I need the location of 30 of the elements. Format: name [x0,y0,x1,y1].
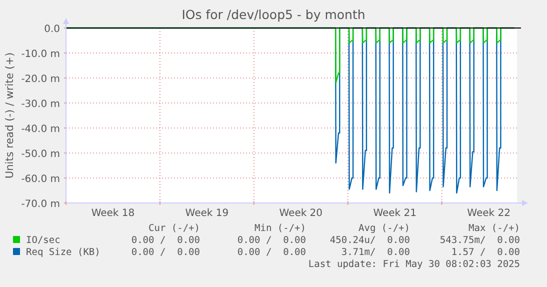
y-tick-label: -60.0 m [21,174,60,185]
y-tick-label: -70.0 m [21,199,60,210]
y-tick-label: 0.0 [44,24,60,35]
text: Min (-/+) [254,223,306,234]
text: 3.71m/ 0.00 [341,247,410,258]
x-tick-label: Week 22 [467,208,510,219]
legend-label: Req Size (KB) [26,247,100,258]
x-tick-label: Week 18 [91,208,135,219]
text: 0.00 / 0.00 [131,235,200,246]
text: Max (-/+) [468,223,520,234]
legend-label: IO/sec [26,235,60,246]
text: 543.75m/ 0.00 [440,235,520,246]
x-tick-label: Week 21 [373,208,417,219]
chart-title: IOs for /dev/loop5 - by month [182,7,366,22]
y-tick-label: -20.0 m [21,74,60,85]
y-tick-label: -40.0 m [21,124,60,135]
text: 0.00 / 0.00 [237,247,306,258]
text: 0.00 / 0.00 [237,235,306,246]
text: Avg (-/+) [358,223,410,234]
y-tick-label: -10.0 m [21,49,60,60]
text: 0.00 / 0.00 [131,247,200,258]
x-tick-label: Week 20 [279,208,323,219]
text: 1.57 / 0.00 [451,247,520,258]
text: Cur (-/+) [148,223,200,234]
text: Last update: Fri May 30 08:02:03 2025 [308,259,520,270]
x-tick-label: Week 19 [185,208,229,219]
text: 450.24u/ 0.00 [330,235,410,246]
y-tick-label: -50.0 m [21,149,60,160]
y-tick-label: -30.0 m [21,99,60,110]
y-axis-title: Units read (-) / write (+) [4,52,16,179]
